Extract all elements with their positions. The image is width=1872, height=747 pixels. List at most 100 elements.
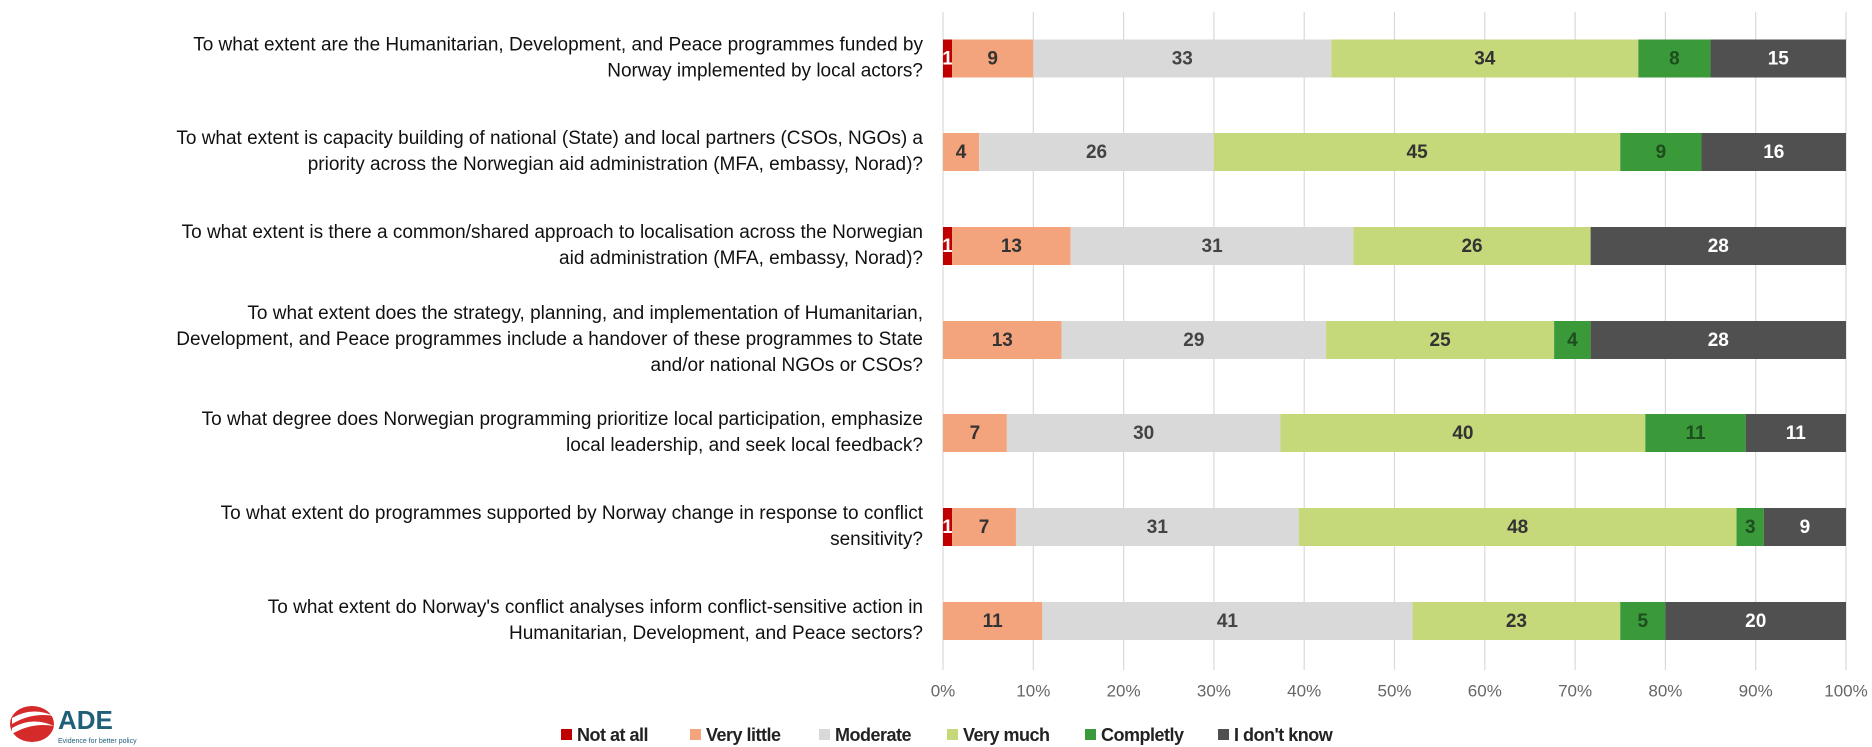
data-label: 40 <box>1452 423 1473 444</box>
bar-segment <box>1042 602 1413 640</box>
data-label: 28 <box>1708 236 1729 257</box>
legend-swatch <box>690 729 701 740</box>
category-label: aid administration (MFA, embassy, Norad)… <box>559 248 923 269</box>
bar-segment <box>1061 321 1327 359</box>
category-label: priority across the Norwegian aid admini… <box>308 154 923 175</box>
data-label: 8 <box>1669 49 1680 70</box>
logo: ADE Evidence for better policy <box>10 705 137 745</box>
bar-segment <box>943 321 1062 359</box>
x-tick-label: 70% <box>1558 681 1592 700</box>
bar-segment <box>1015 508 1299 546</box>
bar-segment <box>943 508 953 546</box>
data-label: 26 <box>1086 142 1107 163</box>
legend-swatch <box>1085 729 1096 740</box>
category-label: To what extent are the Humanitarian, Dev… <box>193 35 923 56</box>
bar-segment <box>1736 508 1764 546</box>
legend-label: Moderate <box>835 725 912 745</box>
bar-segment <box>1638 39 1711 78</box>
data-label: 31 <box>1202 236 1224 257</box>
bar-segment <box>1665 602 1846 640</box>
data-label: 26 <box>1461 236 1482 257</box>
x-tick-label: 0% <box>931 681 956 700</box>
data-label: 1 <box>942 49 953 70</box>
data-label: 25 <box>1430 330 1452 351</box>
data-label: 30 <box>1133 423 1154 444</box>
legend-label: Completly <box>1101 725 1184 745</box>
bar-segment <box>1590 321 1846 359</box>
logo-swoosh <box>12 721 54 734</box>
bar-segment <box>1033 39 1332 78</box>
data-label: 31 <box>1147 517 1169 538</box>
category-label: To what extent does the strategy, planni… <box>247 303 923 324</box>
legend-swatch <box>1218 729 1229 740</box>
bar-segment <box>943 133 980 171</box>
data-label: 48 <box>1507 517 1528 538</box>
bar-segment <box>1070 227 1354 265</box>
logo-swoosh <box>12 711 54 724</box>
bar-segment <box>1006 414 1281 452</box>
data-label: 11 <box>1786 423 1807 444</box>
category-label: To what extent do programmes supported b… <box>221 503 924 524</box>
bar-segment <box>1280 414 1646 452</box>
bar-segment <box>1590 227 1846 265</box>
x-tick-label: 20% <box>1107 681 1141 700</box>
bar-segment <box>1710 39 1846 78</box>
bar-segment <box>1326 321 1555 359</box>
data-label: 9 <box>1656 142 1667 163</box>
bar-segment <box>1554 321 1591 359</box>
bar-segment <box>1620 133 1702 171</box>
bar-segment <box>1353 227 1591 265</box>
bar-segment <box>943 414 1007 452</box>
bar-segment <box>943 39 953 78</box>
bar-segment <box>952 508 1016 546</box>
x-tick-label: 30% <box>1197 681 1231 700</box>
bar-segment <box>1298 508 1737 546</box>
legend-label: Not at all <box>577 725 648 745</box>
data-label: 33 <box>1172 49 1193 70</box>
bar-segment <box>943 602 1043 640</box>
data-label: 5 <box>1638 611 1649 632</box>
legend-swatch <box>947 729 958 740</box>
data-label: 7 <box>979 517 990 538</box>
category-label: To what degree does Norwegian programmin… <box>202 409 923 430</box>
legend-label: I don't know <box>1234 725 1334 745</box>
bar-segment <box>1745 414 1846 452</box>
data-label: 1 <box>942 236 953 257</box>
bar-segment <box>1701 133 1846 171</box>
category-label: and/or national NGOs or CSOs? <box>651 355 923 376</box>
legend-label: Very much <box>963 725 1050 745</box>
data-label: 23 <box>1506 611 1527 632</box>
logo-tagline: Evidence for better policy <box>58 738 137 745</box>
data-label: 15 <box>1768 49 1790 70</box>
data-label: 16 <box>1763 142 1784 163</box>
data-label: 34 <box>1474 49 1496 70</box>
data-label: 45 <box>1407 142 1429 163</box>
data-label: 29 <box>1183 330 1204 351</box>
bar-segment <box>952 227 1071 265</box>
category-label: Humanitarian, Development, and Peace sec… <box>509 623 923 644</box>
x-tick-label: 40% <box>1287 681 1321 700</box>
data-label: 11 <box>983 611 1004 632</box>
x-tick-label: 80% <box>1648 681 1682 700</box>
category-label: local leadership, and seek local feedbac… <box>566 435 923 456</box>
data-label: 7 <box>970 423 981 444</box>
x-tick-label: 10% <box>1016 681 1050 700</box>
bar-segment <box>1331 39 1639 78</box>
data-label: 28 <box>1708 330 1729 351</box>
bar-segment <box>1412 602 1621 640</box>
category-label: Development, and Peace programmes includ… <box>176 329 923 350</box>
legend-swatch <box>561 729 572 740</box>
legend-label: Very little <box>706 725 781 745</box>
data-label: 4 <box>1567 330 1578 351</box>
category-label: Norway implemented by local actors? <box>607 61 923 82</box>
data-label: 4 <box>956 142 967 163</box>
data-label: 13 <box>992 330 1013 351</box>
bar-segment <box>943 227 953 265</box>
category-label: sensitivity? <box>830 529 923 550</box>
x-tick-label: 90% <box>1739 681 1773 700</box>
bar-segment <box>1213 133 1621 171</box>
data-label: 3 <box>1745 517 1756 538</box>
data-label: 41 <box>1217 611 1239 632</box>
data-label: 11 <box>1685 423 1706 444</box>
